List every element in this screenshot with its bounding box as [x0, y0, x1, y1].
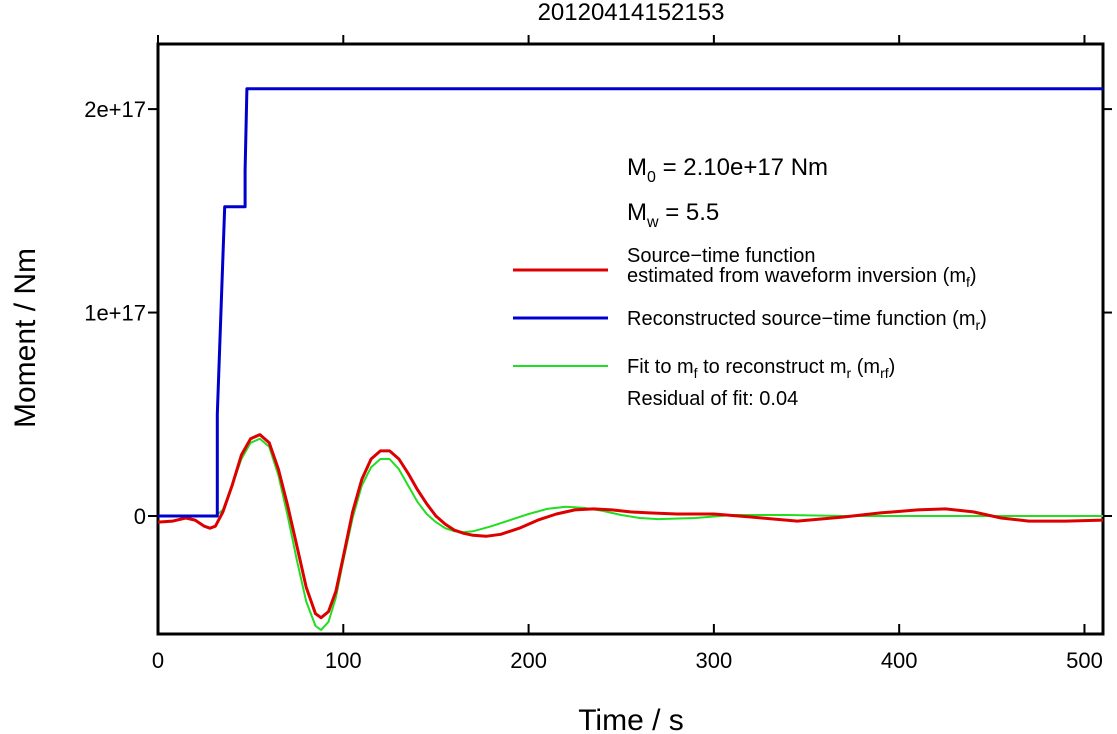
x-axis-label: Time / s — [578, 704, 684, 734]
annotation-m0: M0 = 2.10e+17 Nm — [627, 154, 828, 186]
x-tick-label: 500 — [1066, 648, 1103, 673]
legend-entry-mf-label-line1: Source−time function — [627, 245, 815, 267]
legend-entry-mr-label: Reconstructed source−time function (mr) — [627, 308, 987, 333]
chart-title: 20120414152153 — [538, 0, 725, 26]
annotation-mw: Mw = 5.5 — [627, 199, 719, 231]
y-tick-label: 2e+17 — [84, 97, 146, 122]
x-tick-label: 300 — [696, 648, 733, 673]
residual-annotation: Residual of fit: 0.04 — [627, 388, 798, 410]
plot-frame — [156, 42, 1105, 636]
y-tick-label: 0 — [134, 504, 146, 529]
x-tick-label: 200 — [510, 648, 547, 673]
y-axis-label: Moment / Nm — [9, 248, 42, 428]
legend-entry-mrf-label: Fit to mf to reconstruct mr (mrf) — [627, 356, 895, 381]
series-line-mr — [158, 87, 1103, 518]
x-tick-label: 0 — [152, 648, 164, 673]
series-line-mrf — [158, 437, 1103, 631]
series-line-mf — [157, 433, 1104, 620]
x-tick-label: 100 — [325, 648, 362, 673]
x-tick-label: 400 — [881, 648, 918, 673]
legend-entry-mf-label-line2: estimated from waveform inversion (mf) — [627, 265, 977, 290]
y-tick-label: 1e+17 — [84, 301, 146, 326]
